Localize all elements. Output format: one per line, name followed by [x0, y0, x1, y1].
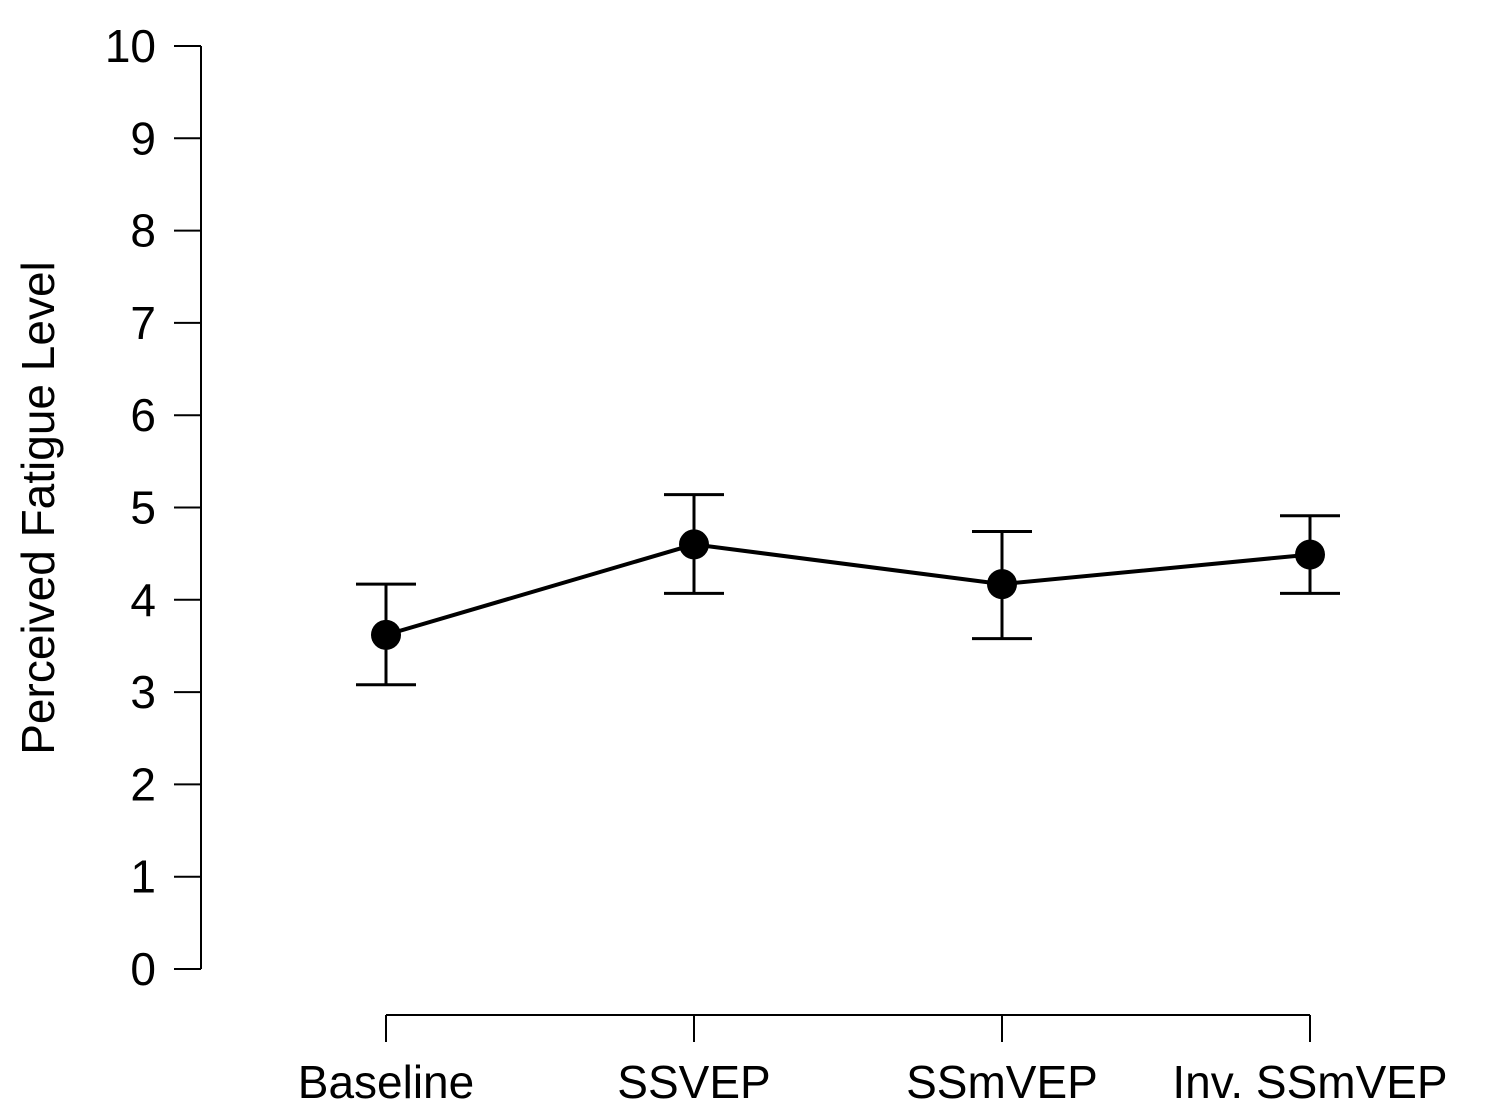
y-tick-label: 0 [130, 943, 156, 995]
y-tick-label: 3 [130, 666, 156, 718]
data-point [1295, 539, 1325, 570]
x-tick-label: Inv. SSmVEP [1172, 1056, 1447, 1108]
x-tick-label: Baseline [298, 1056, 474, 1108]
x-tick-label: SSmVEP [906, 1056, 1098, 1108]
plot-area [356, 493, 1340, 687]
data-point [987, 569, 1017, 600]
x-axis: Baseline SSVEP SSmVEP Inv. SSmVEP [298, 1014, 1448, 1108]
y-axis-title: Perceived Fatigue Level [12, 261, 64, 755]
y-axis: 0 1 2 3 4 5 6 7 8 9 10 [105, 20, 202, 995]
y-tick-label: 10 [105, 20, 156, 72]
y-tick-label: 7 [130, 297, 156, 349]
y-tick-label: 2 [130, 758, 156, 810]
x-tick-label: SSVEP [617, 1056, 770, 1108]
series-line [385, 542, 1311, 637]
y-tick-label: 9 [130, 112, 156, 164]
y-tick-label: 8 [130, 205, 156, 257]
y-tick-label: 5 [130, 482, 156, 534]
y-tick-label: 6 [130, 389, 156, 441]
y-tick-label: 4 [130, 574, 156, 626]
data-point [371, 619, 401, 650]
y-tick-label: 1 [130, 851, 156, 903]
data-point [679, 529, 709, 560]
